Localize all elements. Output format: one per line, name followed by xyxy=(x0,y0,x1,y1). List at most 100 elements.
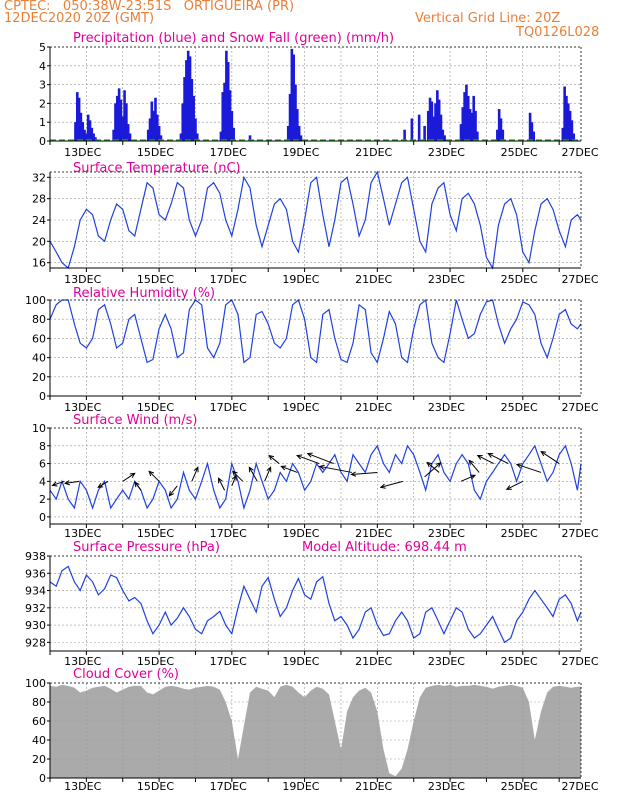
wind-arrow-head xyxy=(515,463,523,469)
pressure-title: Surface Pressure (hPa) xyxy=(73,540,220,555)
wind-arrow xyxy=(168,485,178,497)
x-tick-label: 23DEC xyxy=(428,655,465,668)
precip-bar xyxy=(88,120,92,141)
wind-panel: 0 2 4 6 8 10 13DEC 15DEC 17DEC 19DEC 21DEC 23DEC 25D… xyxy=(32,413,599,540)
precip-bar xyxy=(90,127,94,141)
y-tick-label: 4 xyxy=(39,475,46,488)
x-tick-label: 17DEC xyxy=(210,527,247,540)
wind-arrow xyxy=(218,477,226,491)
precip-bar xyxy=(115,95,119,141)
y-tick-label: 32 xyxy=(32,171,46,184)
header-line-2: 12DEC2020 20Z (GMT) xyxy=(4,11,155,26)
precip-bar xyxy=(248,135,252,141)
y-tick-label: 20 xyxy=(32,235,46,248)
y-tick-label: 2 xyxy=(39,493,46,506)
precip-bar xyxy=(428,97,432,141)
wind-arrow xyxy=(476,455,494,465)
precip-bar xyxy=(77,97,81,141)
wind-arrow-shaft xyxy=(191,467,199,482)
cloud-panel: 0 20 40 60 80 100 13DEC 15DEC 17DEC 19DEC 21DEC 23D… xyxy=(25,667,599,793)
precip-bar xyxy=(154,97,157,141)
x-tick-label: 25DEC xyxy=(501,401,538,414)
y-tick-label: 0 xyxy=(39,390,46,403)
x-tick-label: 19DEC xyxy=(282,273,319,286)
precip-bar xyxy=(286,125,290,141)
y-tick-label: 6 xyxy=(39,458,46,471)
precip-title: Precipitation (blue) and Snow Fall (gree… xyxy=(73,31,394,46)
wind-arrow-shaft xyxy=(296,455,320,465)
x-tick-label: 13DEC xyxy=(64,655,101,668)
y-tick-label: 4 xyxy=(39,60,46,73)
precip-bar xyxy=(81,122,85,141)
precip-bar xyxy=(86,114,90,141)
wind-arrow xyxy=(350,471,378,477)
wind-arrow xyxy=(487,453,509,465)
precip-bar xyxy=(223,82,226,141)
precip-bar xyxy=(75,92,79,141)
precip-bar xyxy=(150,101,154,141)
precip-bar xyxy=(94,137,97,141)
precip-bar xyxy=(432,116,436,141)
precip-bar xyxy=(121,116,125,141)
precip-bar xyxy=(190,78,194,141)
pressure-line xyxy=(49,565,582,644)
y-tick-label: 40 xyxy=(32,352,46,365)
precip-bar xyxy=(437,99,441,141)
y-tick-label: 10 xyxy=(32,422,46,435)
wind-arrow-head xyxy=(318,464,325,470)
x-tick-label: 19DEC xyxy=(282,780,319,793)
wind-arrow-head xyxy=(487,453,494,458)
x-tick-label: 25DEC xyxy=(501,780,538,793)
wind-arrow-shaft xyxy=(307,453,334,465)
wind-arrow-shaft xyxy=(488,453,509,465)
precip-bar xyxy=(528,112,532,141)
precip-bar xyxy=(226,62,230,141)
precip-bar xyxy=(501,129,505,141)
precip-bar xyxy=(128,133,132,141)
x-tick-label: 17DEC xyxy=(210,146,247,159)
wind-arrow-head xyxy=(231,474,237,481)
x-tick-label: 27DEC xyxy=(561,655,598,668)
wind-arrow-shaft xyxy=(477,455,494,465)
x-tick-label: 21DEC xyxy=(355,273,392,286)
precip-bar xyxy=(186,50,190,142)
wind-arrow xyxy=(191,466,199,482)
x-tick-label: 15DEC xyxy=(137,401,174,414)
model-code: TQ0126L028 xyxy=(516,25,600,40)
y-tick-label: 0 xyxy=(39,135,46,148)
precip-bar xyxy=(465,84,468,141)
x-tick-label: 13DEC xyxy=(64,780,101,793)
y-tick-label: 930 xyxy=(25,619,46,632)
wind-arrow-shaft xyxy=(319,465,352,473)
precip-bar xyxy=(443,135,446,141)
precip-bar xyxy=(496,129,499,141)
temp-title: Surface Temperature (nC) xyxy=(73,161,241,176)
wind-arrow-head xyxy=(435,462,442,468)
y-tick-label: 80 xyxy=(32,313,46,326)
x-tick-label: 17DEC xyxy=(210,401,247,414)
y-tick-label: 8 xyxy=(39,440,46,453)
wind-title: Surface Wind (m/s) xyxy=(73,413,197,428)
y-tick-label: 100 xyxy=(25,677,46,690)
precip-bar xyxy=(112,129,115,141)
precip-bar xyxy=(566,103,570,141)
x-tick-label: 25DEC xyxy=(501,146,538,159)
x-tick-label: 21DEC xyxy=(355,780,392,793)
wind-arrow-head xyxy=(379,483,386,489)
precip-bar xyxy=(290,48,294,141)
wind-arrow-head xyxy=(51,481,58,487)
precip-bar xyxy=(296,109,299,141)
x-tick-label: 13DEC xyxy=(64,527,101,540)
wind-arrow xyxy=(97,480,109,488)
precip-bar xyxy=(232,127,235,141)
precip-bar xyxy=(126,124,130,141)
precip-bar xyxy=(117,88,121,141)
precip-bar xyxy=(570,120,574,141)
x-tick-label: 13DEC xyxy=(64,273,101,286)
y-tick-label: 20 xyxy=(32,371,46,384)
wind-arrow-head xyxy=(268,454,275,461)
wind-arrow xyxy=(264,466,272,482)
temp-line xyxy=(49,170,582,270)
wind-arrow-shaft xyxy=(231,475,237,486)
x-tick-label: 15DEC xyxy=(137,655,174,668)
